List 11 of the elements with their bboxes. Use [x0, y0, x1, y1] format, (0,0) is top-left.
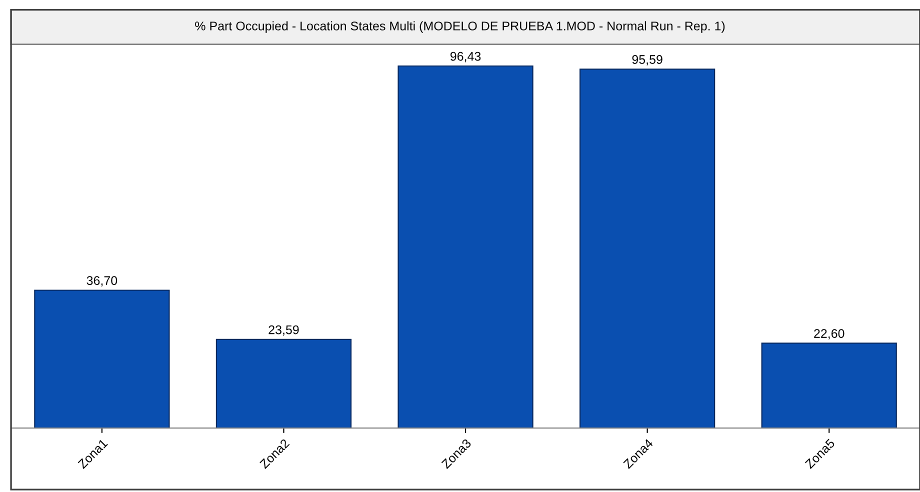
data-label: 96,43	[450, 52, 481, 62]
bar	[34, 290, 170, 428]
data-label: 95,59	[632, 55, 662, 66]
bar	[761, 342, 897, 428]
data-label: 23,59	[268, 325, 299, 336]
data-label: 22,60	[814, 329, 844, 340]
bar	[398, 65, 534, 428]
data-label: 36,70	[86, 276, 118, 286]
bar	[579, 68, 716, 428]
chart-title: % Part Occupied - Location States Multi (MODELO DE PRUEBA 1.MOD - Normal Run - Rep. 1)	[195, 21, 725, 33]
bar	[216, 338, 352, 428]
